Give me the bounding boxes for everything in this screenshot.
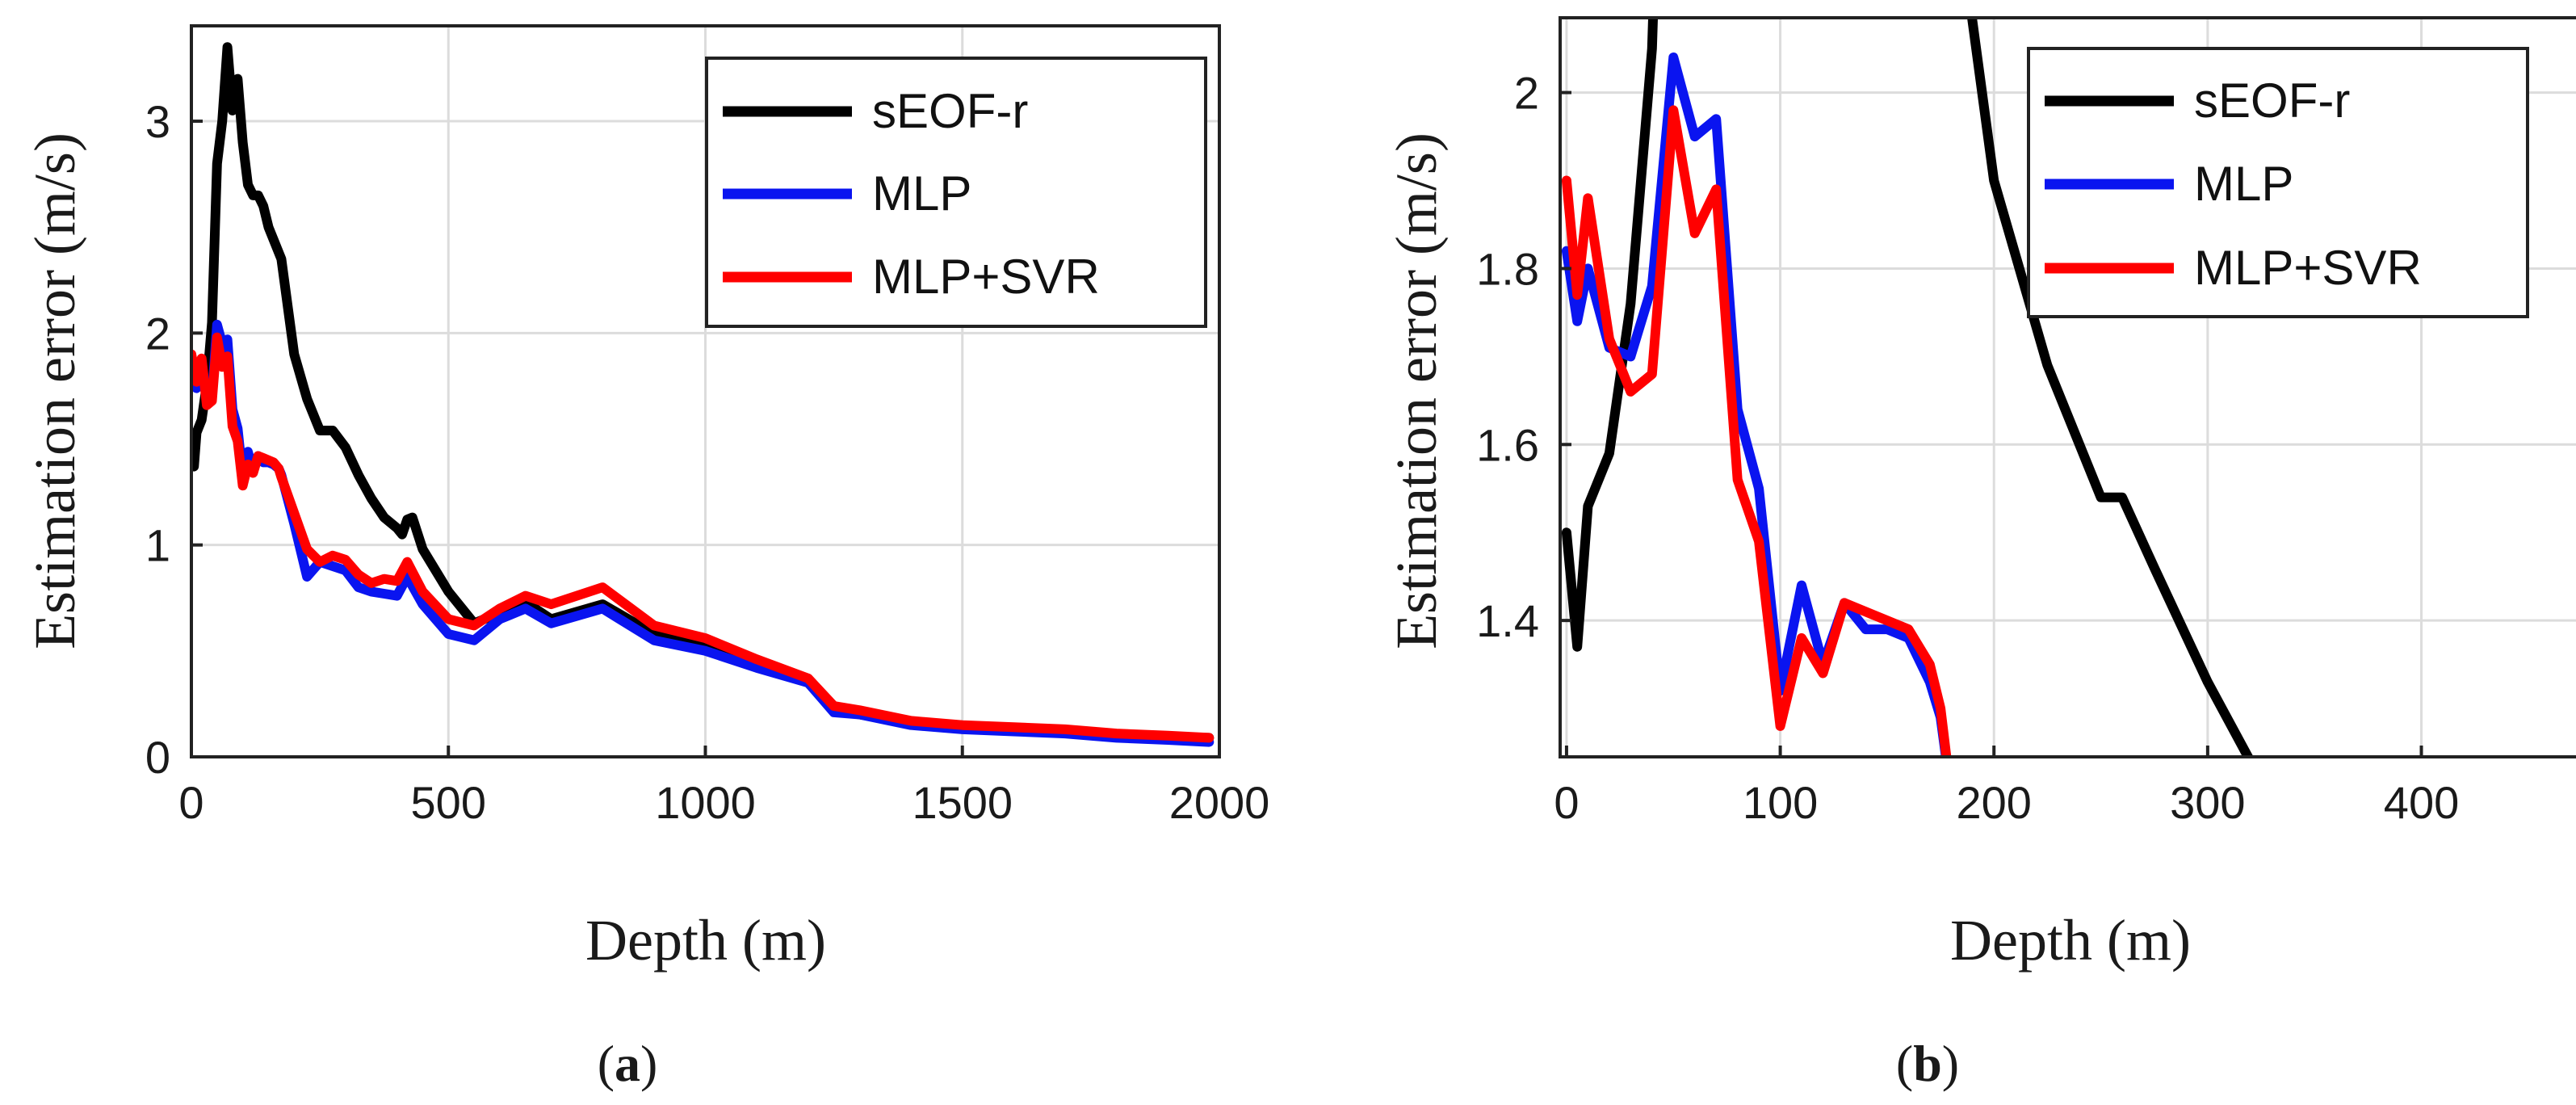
panel-a-x-tick-label: 1000 [655, 777, 756, 828]
panel-b-y-axis-label: Estimation error (m/s) [1384, 132, 1449, 649]
panel-a-series [191, 42, 1215, 747]
panel-b-caption-letter: b [1913, 1035, 1942, 1092]
panel-b-x-tick-label: 400 [2384, 777, 2459, 828]
panel-b-y-tick-label: 2 [1514, 68, 1539, 119]
panel-a-x-axis-label: Depth (m) [585, 908, 826, 973]
panel-a-legend-label-mlp: MLP [872, 166, 971, 221]
panel-b-legend-label-mlp: MLP [2194, 157, 2293, 211]
panel-b-y-tick-label: 1.8 [1476, 243, 1539, 294]
panel-a-caption: (a) [598, 1035, 658, 1092]
panel-b-x-ticks: 0 100 200 300 400 [1554, 746, 2459, 828]
panel-b-legend-label-seof: sEOF-r [2194, 74, 2350, 128]
panel-a: 0 500 1000 1500 2000 0 1 2 3 Depth (m) Estimati… [23, 24, 1269, 1092]
panel-b-x-tick-label: 0 [1554, 777, 1579, 828]
panel-a-x-ticks: 0 500 1000 1500 2000 [178, 746, 1269, 828]
panel-a-legend-label-mlp-svr: MLP+SVR [872, 250, 1100, 304]
panel-b-y-tick-label: 1.6 [1476, 419, 1539, 470]
panel-b-series-mlp-svr [1561, 105, 1952, 757]
panel-a-y-axis-label: Estimation error (m/s) [23, 132, 87, 649]
panel-a-y-tick-label: 3 [145, 96, 170, 147]
panel-a-caption-letter: a [615, 1035, 640, 1092]
panel-b-frame [1559, 16, 2576, 758]
panel-a-legend-label-seof: sEOF-r [872, 84, 1028, 138]
panel-a-y-ticks: 0 1 2 3 [145, 96, 203, 783]
panel-a-x-tick-label: 2000 [1169, 777, 1270, 828]
panel-b-x-tick-label: 100 [1743, 777, 1818, 828]
panel-b-y-tick-label: 1.4 [1476, 595, 1539, 646]
panel-b-x-tick-label: 300 [2170, 777, 2245, 828]
panel-b-x-tick-label: 200 [1957, 777, 2032, 828]
panel-a-x-tick-label: 500 [411, 777, 486, 828]
panel-b-legend: sEOF-r MLP MLP+SVR [2027, 47, 2529, 318]
panel-b-legend-label-mlp-svr: MLP+SVR [2194, 241, 2422, 295]
panel-b-series-seof-r [1561, 18, 2254, 757]
panel-b-caption: (b) [1896, 1035, 1959, 1092]
panel-a-x-tick-label: 0 [178, 777, 203, 828]
panel-a-series-mlp-svr [191, 332, 1215, 743]
panel-b-x-axis-label: Depth (m) [1950, 908, 2191, 973]
panel-b: 0 100 200 300 400 1.4 1.6 1.8 2 Depth (m) Estim… [1384, 16, 2576, 1092]
panel-a-y-tick-label: 2 [145, 308, 170, 359]
panel-a-legend: sEOF-r MLP MLP+SVR [705, 57, 1207, 328]
panel-b-y-ticks: 1.4 1.6 1.8 2 [1476, 68, 1571, 646]
panel-b-series [1561, 18, 2254, 757]
panel-a-y-tick-label: 1 [145, 520, 170, 571]
panel-a-y-tick-label: 0 [145, 732, 170, 783]
panel-a-x-tick-label: 1500 [912, 777, 1013, 828]
